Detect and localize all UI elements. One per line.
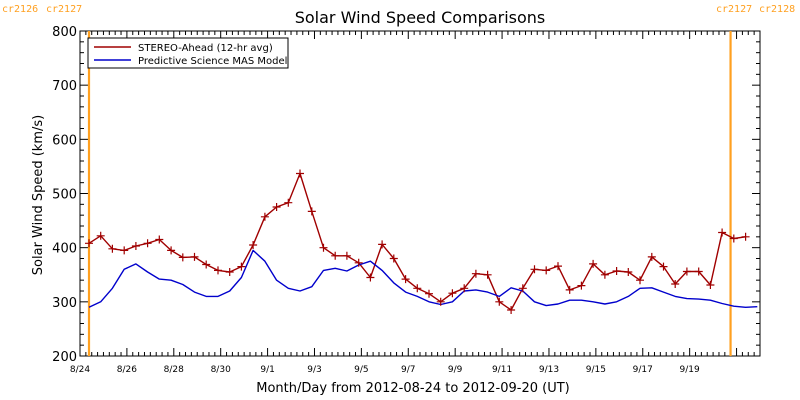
y-tick-label: 800 — [52, 25, 77, 40]
data-point-stereo — [542, 266, 551, 275]
data-point-stereo — [624, 268, 633, 276]
carrington-label-right-2: cr2128 — [759, 4, 795, 15]
legend-label-mas-model: Predictive Science MAS Model — [138, 56, 287, 67]
data-point-stereo — [366, 273, 375, 282]
data-point-stereo — [284, 198, 293, 207]
x-tick-label: 9/11 — [492, 365, 512, 375]
data-point-stereo — [143, 239, 152, 248]
data-point-stereo — [471, 269, 480, 278]
x-axis-label: Month/Day from 2012-08-24 to 2012-09-20 … — [256, 381, 569, 396]
x-tick-label: 9/19 — [680, 365, 700, 375]
data-point-stereo — [131, 242, 140, 250]
data-point-stereo — [612, 267, 621, 275]
x-tick-label: 9/3 — [307, 365, 321, 375]
y-tick-label: 200 — [52, 350, 77, 365]
data-point-stereo — [167, 246, 176, 255]
data-point-stereo — [354, 258, 363, 267]
x-tick-label: 8/28 — [164, 365, 184, 375]
data-point-stereo — [530, 265, 539, 274]
data-point-stereo — [600, 270, 609, 279]
data-point-stereo — [190, 252, 199, 261]
data-point-stereo — [307, 207, 316, 216]
data-point-stereo — [96, 231, 105, 240]
data-point-stereo — [706, 281, 715, 289]
data-point-stereo — [342, 251, 351, 260]
data-point-stereo — [507, 306, 516, 314]
y-tick-label: 300 — [52, 296, 77, 311]
data-point-stereo — [436, 297, 445, 306]
data-point-stereo — [296, 169, 304, 178]
data-point-stereo — [378, 240, 387, 249]
chart-title: Solar Wind Speed Comparisons — [295, 8, 546, 27]
carrington-label-right-1: cr2127 — [716, 4, 752, 15]
data-point-stereo — [155, 235, 164, 244]
data-point-stereo — [272, 203, 281, 211]
y-tick-label: 700 — [52, 79, 77, 94]
legend-label-stereo: STEREO-Ahead (12-hr avg) — [138, 43, 273, 54]
data-point-stereo — [120, 246, 129, 255]
x-tick-label: 8/26 — [117, 365, 137, 375]
x-tick-label: 8/30 — [211, 365, 231, 375]
data-point-stereo — [202, 260, 211, 269]
data-point-stereo — [483, 270, 492, 279]
data-point-stereo — [214, 266, 222, 275]
data-point-stereo — [85, 239, 93, 248]
data-point-stereo — [249, 241, 258, 249]
legend-box — [87, 37, 289, 69]
data-point-stereo — [694, 267, 703, 276]
data-point-stereo — [260, 212, 269, 221]
y-tick-label: 500 — [52, 188, 77, 203]
y-axis-label: Solar Wind Speed (km/s) — [31, 115, 46, 275]
data-point-stereo — [718, 228, 727, 237]
x-tick-label: 9/17 — [633, 365, 653, 375]
data-point-stereo — [659, 262, 668, 271]
y-tick-label: 600 — [52, 133, 77, 148]
data-point-stereo — [401, 275, 410, 284]
carrington-label-left-2: cr2127 — [46, 4, 82, 15]
data-point-stereo — [448, 289, 457, 298]
data-point-stereo — [741, 232, 750, 241]
data-point-stereo — [331, 251, 340, 260]
legend: STEREO-Ahead (12-hr avg) Predictive Scie… — [87, 37, 289, 69]
data-point-stereo — [554, 262, 562, 271]
data-point-stereo — [565, 285, 574, 294]
x-tick-label: 8/24 — [70, 365, 90, 375]
data-point-stereo — [671, 280, 680, 288]
data-point-stereo — [647, 252, 656, 261]
data-point-stereo — [589, 259, 598, 268]
data-point-stereo — [178, 253, 187, 262]
data-point-stereo — [225, 268, 234, 276]
data-point-stereo — [518, 284, 527, 293]
plot-frame — [79, 30, 761, 357]
data-point-stereo — [108, 244, 117, 253]
carrington-label-left-1: cr2126 — [2, 4, 38, 15]
x-tick-label: 9/9 — [448, 365, 463, 375]
data-point-stereo — [237, 262, 246, 271]
data-point-stereo — [682, 267, 691, 276]
data-point-stereo — [495, 297, 504, 306]
data-point-stereo — [389, 254, 398, 263]
x-tick-label: 9/1 — [260, 365, 274, 375]
data-point-stereo — [425, 289, 433, 298]
x-tick-label: 9/7 — [401, 365, 415, 375]
data-point-stereo — [460, 284, 469, 293]
data-point-stereo — [729, 234, 738, 243]
data-point-stereo — [636, 276, 644, 285]
x-tick-label: 9/15 — [586, 365, 606, 375]
data-point-stereo — [577, 281, 586, 290]
x-tick-label: 9/13 — [539, 365, 559, 375]
series-line-mas-model — [88, 249, 758, 308]
data-point-stereo — [413, 284, 422, 293]
y-tick-label: 400 — [52, 242, 77, 257]
data-point-stereo — [319, 243, 328, 252]
x-tick-label: 9/5 — [354, 365, 368, 375]
